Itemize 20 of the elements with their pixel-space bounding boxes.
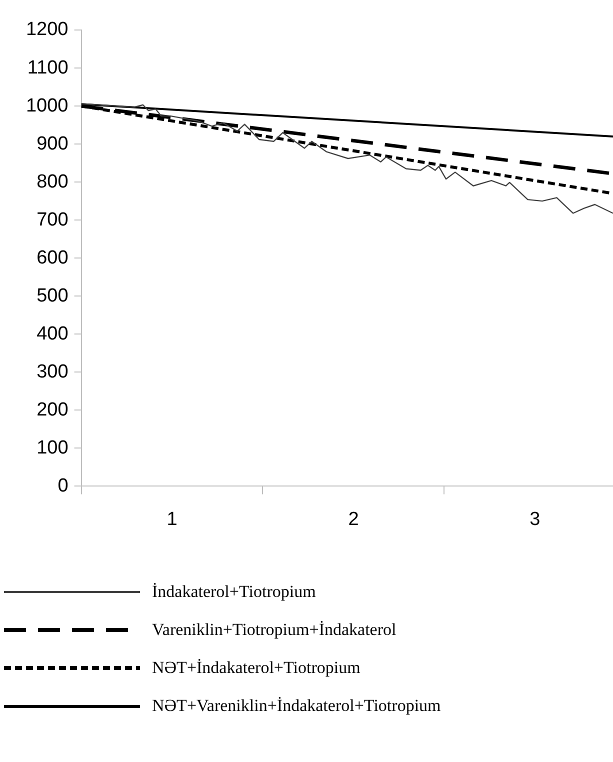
y-tick-label: 1200 [26, 19, 68, 40]
y-tick-label: 800 [36, 171, 68, 192]
y-tick-label: 300 [36, 361, 68, 382]
y-tick-label: 600 [36, 247, 68, 268]
y-tick-label: 1100 [27, 57, 68, 78]
y-tick-label: 900 [36, 133, 68, 154]
y-tick-label: 200 [36, 399, 68, 420]
legend-label: İndakaterol+Tiotropium [152, 582, 316, 602]
legend-label: NƏT+İndakaterol+Tiotropium [152, 658, 360, 678]
y-tick-label: 400 [36, 323, 68, 344]
y-tick-label: 100 [36, 437, 68, 458]
legend-label: Vareniklin+Tiotropium+İndakaterol [152, 620, 396, 640]
y-tick-label: 0 [58, 475, 68, 496]
y-tick-label: 500 [36, 285, 68, 306]
x-tick-label: 3 [530, 508, 540, 530]
x-tick-label: 1 [166, 508, 178, 530]
legend-label: NƏT+Vareniklin+İndakaterol+Tiotropium [152, 696, 441, 716]
x-tick-label: 2 [348, 508, 359, 530]
y-tick-label: 700 [36, 209, 68, 230]
y-tick-label: 1000 [26, 95, 68, 116]
